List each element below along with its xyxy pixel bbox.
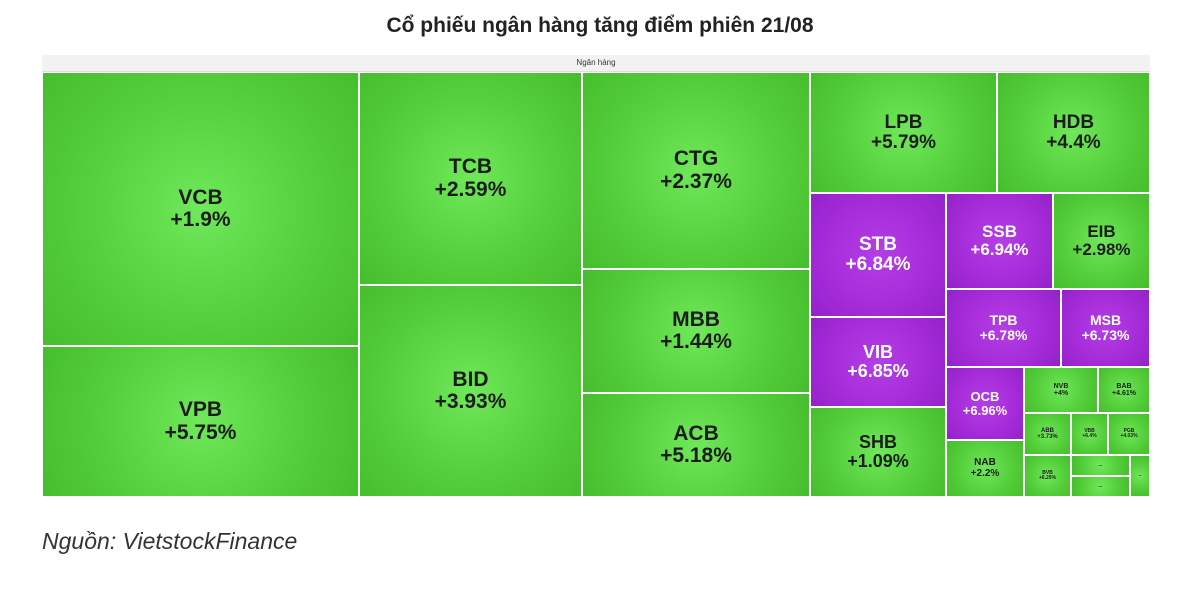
tile-ticker: VBB xyxy=(1084,427,1095,434)
tile-ticker: ACB xyxy=(673,421,719,445)
treemap-tile-small-26[interactable]: .. xyxy=(1130,455,1150,497)
tile-change: +5.75% xyxy=(164,420,237,444)
treemap: VCB +1.9% VPB +5.75% TCB +2.59% BID +3.93% CTG +2… xyxy=(42,72,1150,497)
tile-ticker: HDB xyxy=(1052,111,1095,133)
tile-ticker: SHB xyxy=(858,432,897,453)
tile-change: +3.93% xyxy=(434,390,507,413)
tile-change: +4.03% xyxy=(1120,433,1138,439)
treemap-tile-ssb[interactable]: SSB +6.94% xyxy=(946,193,1053,289)
treemap-tile-vbb[interactable]: VBB +6.4% xyxy=(1071,413,1108,455)
tile-ticker: VCB xyxy=(178,185,223,209)
tile-ticker: CTG xyxy=(673,147,719,171)
treemap-tile-vcb[interactable]: VCB +1.9% xyxy=(42,72,359,346)
tile-ticker: ABB xyxy=(1041,427,1054,434)
tile-change: +6.96% xyxy=(962,402,1008,418)
treemap-tile-bid[interactable]: BID +3.93% xyxy=(359,285,582,497)
treemap-tile-abb[interactable]: ABB +3.73% xyxy=(1024,413,1071,455)
tile-change: +1.9% xyxy=(170,208,231,231)
treemap-tile-ocb[interactable]: OCB +6.96% xyxy=(946,367,1024,440)
tile-ticker: VIB xyxy=(862,342,893,363)
tile-ticker: MBB xyxy=(672,307,720,331)
tile-ticker: LPB xyxy=(884,111,923,133)
tile-change: +6.73% xyxy=(1081,327,1130,343)
tile-change: +6.85% xyxy=(847,361,909,381)
treemap-tile-nvb[interactable]: NVB +4% xyxy=(1024,367,1098,413)
tile-ticker: EIB xyxy=(1087,222,1116,242)
tile-change: +1.09% xyxy=(847,451,909,471)
tile-change: +4.4% xyxy=(1046,131,1101,153)
treemap-tile-tpb[interactable]: TPB +6.78% xyxy=(946,289,1061,367)
tile-change: +3.73% xyxy=(1037,434,1058,440)
treemap-tile-small-24[interactable]: ... xyxy=(1071,455,1130,476)
tile-ticker: BID xyxy=(452,367,489,391)
tile-change: +2.98% xyxy=(1072,240,1131,259)
treemap-tile-acb[interactable]: ACB +5.18% xyxy=(582,393,810,497)
tile-change: +6.29% xyxy=(1038,475,1057,481)
tile-change: +2.59% xyxy=(434,177,507,201)
tile-change: +6.4% xyxy=(1082,433,1097,439)
treemap-tile-bvb[interactable]: BVB +6.29% xyxy=(1024,455,1071,497)
treemap-tile-eib[interactable]: EIB +2.98% xyxy=(1053,193,1150,289)
treemap-tile-ctg[interactable]: CTG +2.37% xyxy=(582,72,810,269)
tile-ticker: NVB xyxy=(1053,382,1069,390)
treemap-tile-stb[interactable]: STB +6.84% xyxy=(810,193,946,317)
tile-ticker: OCB xyxy=(970,388,1000,404)
treemap-tile-vib[interactable]: VIB +6.85% xyxy=(810,317,946,407)
tile-ticker: NAB xyxy=(974,457,996,468)
treemap-tile-shb[interactable]: SHB +1.09% xyxy=(810,407,946,497)
tile-ticker: MSB xyxy=(1089,312,1122,329)
treemap-tile-pgb[interactable]: PGB +4.03% xyxy=(1108,413,1150,455)
tile-change: +6.84% xyxy=(845,254,911,275)
chart-title: Cổ phiếu ngân hàng tăng điểm phiên 21/08 xyxy=(386,14,814,37)
tile-ticker: SSB xyxy=(982,222,1017,242)
tile-ticker: ... xyxy=(1098,461,1103,468)
source-note: Nguồn: VietstockFinance xyxy=(42,528,298,554)
treemap-tile-msb[interactable]: MSB +6.73% xyxy=(1061,289,1150,367)
tile-ticker: ... xyxy=(1098,482,1103,489)
tile-ticker: STB xyxy=(859,234,897,256)
tile-change: +2.2% xyxy=(970,467,1000,479)
treemap-tile-nab[interactable]: NAB +2.2% xyxy=(946,440,1024,497)
tile-ticker: PGB xyxy=(1123,427,1135,434)
tile-ticker: TCB xyxy=(448,155,493,179)
tile-change: +5.79% xyxy=(871,131,936,153)
tile-change: +4% xyxy=(1053,390,1069,397)
tile-change: +6.78% xyxy=(979,327,1028,343)
treemap-tile-small-25[interactable]: ... xyxy=(1071,476,1130,497)
treemap-tile-tcb[interactable]: TCB +2.59% xyxy=(359,72,582,285)
tile-change: +2.37% xyxy=(660,169,732,193)
treemap-tile-mbb[interactable]: MBB +1.44% xyxy=(582,269,810,393)
tile-ticker: VPB xyxy=(178,398,223,422)
tile-ticker: BVB xyxy=(1042,469,1053,476)
treemap-tile-lpb[interactable]: LPB +5.79% xyxy=(810,72,997,193)
tile-change: +1.44% xyxy=(660,330,732,353)
treemap-tile-bab[interactable]: BAB +4.61% xyxy=(1098,367,1150,413)
tile-change: +4.61% xyxy=(1112,390,1136,397)
tile-change: +5.18% xyxy=(660,444,732,467)
treemap-tile-hdb[interactable]: HDB +4.4% xyxy=(997,72,1150,193)
tile-ticker: BAB xyxy=(1116,382,1132,390)
tile-ticker: .. xyxy=(1138,472,1142,479)
treemap-group-header: Ngân hàng xyxy=(42,55,1150,72)
treemap-tile-vpb[interactable]: VPB +5.75% xyxy=(42,346,359,497)
tile-change: +6.94% xyxy=(970,240,1029,259)
tile-ticker: TPB xyxy=(989,312,1018,329)
